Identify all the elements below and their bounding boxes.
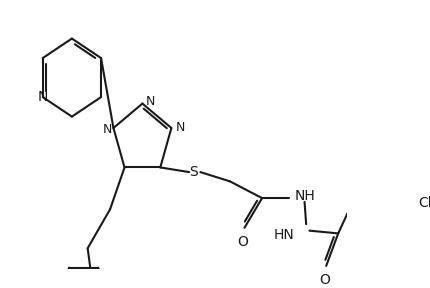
- Text: Cl: Cl: [418, 196, 430, 210]
- Text: N: N: [37, 90, 48, 104]
- Text: O: O: [318, 273, 329, 287]
- Text: HN: HN: [273, 228, 293, 242]
- Text: O: O: [237, 235, 248, 249]
- Text: NH: NH: [294, 189, 315, 203]
- Text: N: N: [175, 122, 184, 134]
- Text: S: S: [189, 165, 198, 179]
- Text: N: N: [145, 95, 155, 108]
- Text: N: N: [102, 123, 112, 136]
